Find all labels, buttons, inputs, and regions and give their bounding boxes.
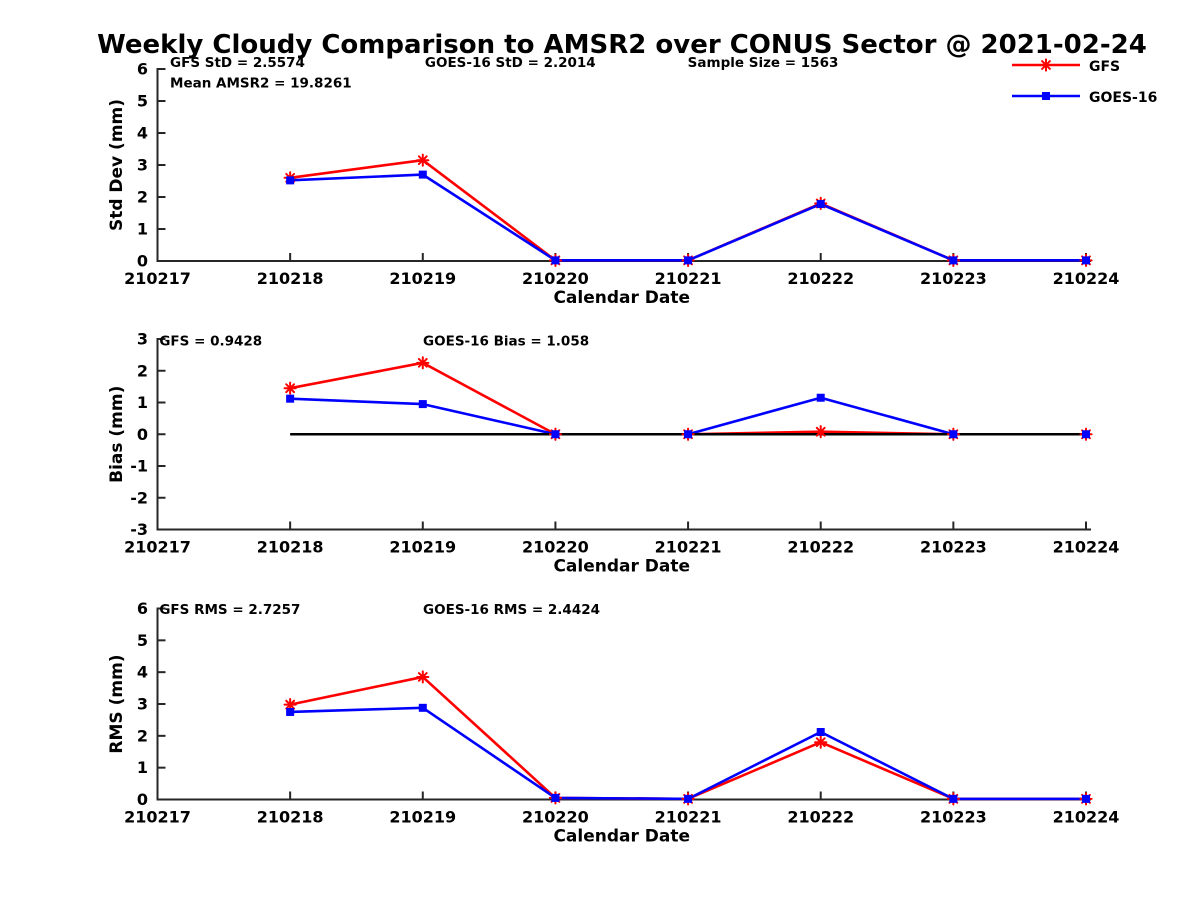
svg-text:210220: 210220 (522, 538, 589, 557)
svg-text:210223: 210223 (920, 538, 987, 557)
svg-text:210219: 210219 (389, 269, 456, 288)
svg-text:RMS (mm): RMS (mm) (107, 654, 127, 753)
svg-text:210217: 210217 (124, 808, 191, 827)
svg-text:210220: 210220 (522, 269, 589, 288)
svg-text:GFS RMS = 2.7257: GFS RMS = 2.7257 (159, 602, 300, 618)
legend-label-goes16: GOES-16 (1089, 90, 1158, 106)
svg-text:6: 6 (137, 599, 148, 618)
svg-text:6: 6 (137, 60, 148, 79)
svg-text:GOES-16 Bias = 1.058: GOES-16 Bias = 1.058 (423, 334, 589, 350)
svg-text:5: 5 (137, 92, 148, 111)
legend-item-goes16: GOES-16 (1010, 89, 1157, 107)
svg-text:Sample Size = 1563: Sample Size = 1563 (688, 55, 839, 71)
svg-text:210222: 210222 (787, 808, 854, 827)
svg-text:4: 4 (137, 663, 148, 682)
svg-text:-3: -3 (130, 520, 148, 539)
svg-text:GFS = 0.9428: GFS = 0.9428 (159, 334, 262, 350)
svg-text:0: 0 (137, 790, 148, 809)
svg-text:210222: 210222 (787, 538, 854, 557)
svg-text:0: 0 (137, 252, 148, 271)
svg-text:210224: 210224 (1053, 269, 1120, 288)
svg-text:210221: 210221 (655, 269, 722, 288)
svg-text:0: 0 (137, 425, 148, 444)
svg-text:210218: 210218 (257, 808, 324, 827)
svg-text:4: 4 (137, 124, 148, 143)
goes16-line-marker-icon (1010, 88, 1082, 108)
svg-text:5: 5 (137, 631, 148, 650)
svg-text:210222: 210222 (787, 269, 854, 288)
svg-text:210221: 210221 (655, 538, 722, 557)
legend-label-gfs: GFS (1089, 59, 1121, 75)
svg-text:Std Dev (mm): Std Dev (mm) (107, 99, 127, 231)
panel-bias: -3 -2 -1 0 1 2 3 210217 210218 210219 210220 210221… (107, 330, 1119, 577)
svg-text:210223: 210223 (920, 269, 987, 288)
gfs-line-marker-icon (1010, 57, 1082, 77)
svg-text:210220: 210220 (522, 808, 589, 827)
svg-text:1: 1 (137, 758, 148, 777)
svg-text:Calendar Date: Calendar Date (553, 288, 690, 308)
svg-text:2: 2 (137, 188, 148, 207)
svg-text:210224: 210224 (1053, 538, 1120, 557)
svg-text:2: 2 (137, 726, 148, 745)
svg-text:-1: -1 (130, 457, 148, 476)
svg-text:2: 2 (137, 361, 148, 380)
svg-text:3: 3 (137, 156, 148, 175)
svg-text:210218: 210218 (257, 269, 324, 288)
svg-text:GOES-16 StD = 2.2014: GOES-16 StD = 2.2014 (425, 55, 596, 71)
chart-title: Weekly Cloudy Comparison to AMSR2 over C… (97, 30, 1147, 60)
svg-text:210223: 210223 (920, 808, 987, 827)
svg-text:Bias (mm): Bias (mm) (107, 386, 127, 483)
panel-std-dev: 0 1 2 3 4 5 6 210217 210218 210219 210220 210221 210… (107, 55, 1119, 308)
svg-text:210217: 210217 (124, 269, 191, 288)
svg-text:210218: 210218 (257, 538, 324, 557)
svg-text:210219: 210219 (389, 808, 456, 827)
svg-text:1: 1 (137, 220, 148, 239)
svg-text:-2: -2 (130, 488, 148, 507)
svg-text:GOES-16 RMS = 2.4424: GOES-16 RMS = 2.4424 (423, 602, 600, 618)
svg-text:Calendar Date: Calendar Date (553, 827, 690, 847)
legend: GFS GOES-16 (1010, 58, 1157, 107)
legend-item-gfs: GFS (1010, 58, 1157, 76)
svg-text:GFS StD = 2.5574: GFS StD = 2.5574 (170, 55, 305, 71)
svg-text:1: 1 (137, 393, 148, 412)
svg-text:Mean AMSR2 = 19.8261: Mean AMSR2 = 19.8261 (170, 75, 352, 91)
panel-rms: 0 1 2 3 4 5 6 210217 210218 210219 210220 210221 210… (107, 599, 1119, 847)
svg-text:210224: 210224 (1053, 808, 1120, 827)
svg-text:3: 3 (137, 330, 148, 349)
svg-text:210219: 210219 (389, 538, 456, 557)
svg-text:210217: 210217 (124, 538, 191, 557)
svg-text:210221: 210221 (655, 808, 722, 827)
svg-text:Calendar Date: Calendar Date (553, 557, 690, 577)
svg-text:3: 3 (137, 695, 148, 714)
